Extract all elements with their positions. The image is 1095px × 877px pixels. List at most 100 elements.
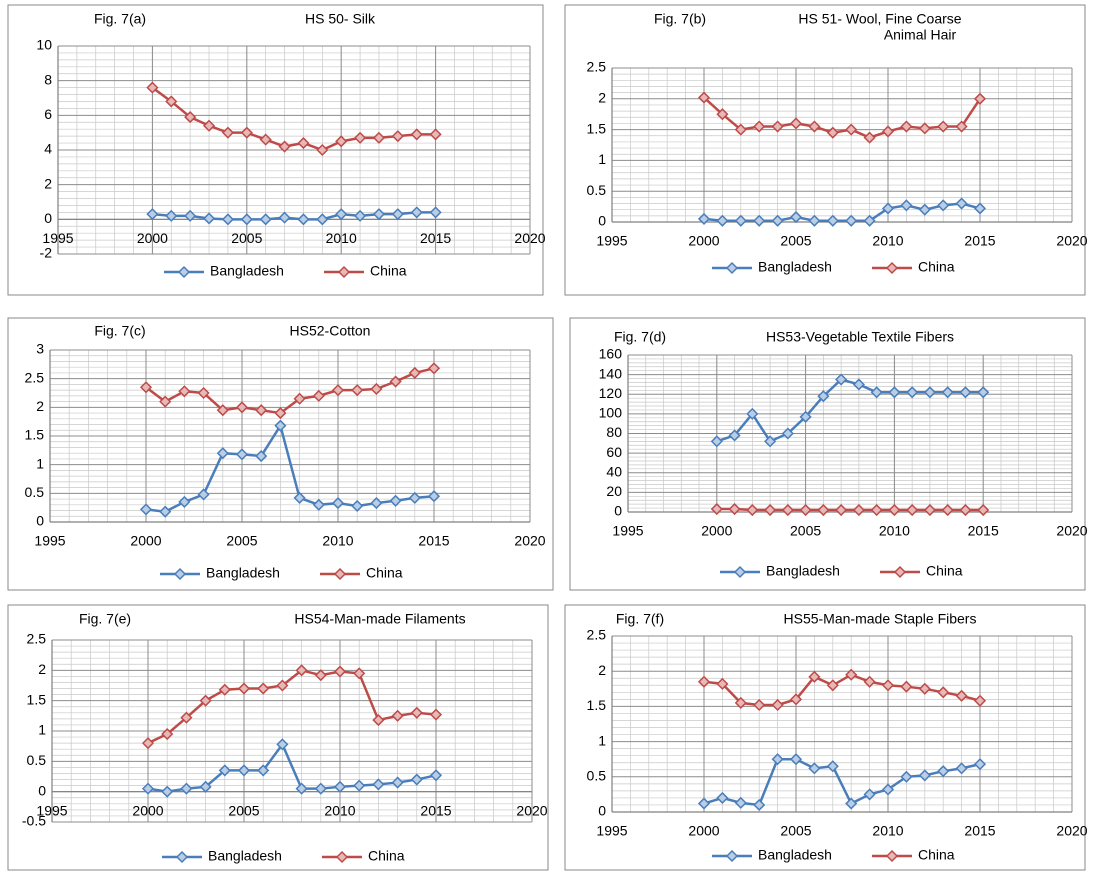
data-point [900, 120, 913, 133]
data-point [937, 765, 950, 778]
data-point [941, 386, 954, 399]
data-point [295, 664, 308, 677]
series-line [145, 422, 435, 513]
data-point [746, 407, 759, 420]
y-tick-label: 100 [599, 405, 623, 421]
data-point [918, 769, 931, 782]
data-point [716, 677, 729, 690]
x-tick-label: 1995 [596, 233, 627, 249]
panel-label: Fig. 7(d) [614, 329, 666, 345]
data-point [977, 503, 990, 517]
data-point [826, 760, 839, 773]
chart-panel: 0 0.5 1 1.5 2 2.5 1995 2000 2005 2010 2015 2020 Fig.… [564, 4, 1088, 296]
y-tick-label: 2.5 [27, 631, 47, 647]
data-point [973, 758, 987, 771]
y-tick-label: 2.5 [587, 59, 607, 75]
x-tick-label: 2000 [137, 230, 168, 246]
data-point [389, 375, 402, 388]
x-tick-label: 2015 [968, 523, 999, 539]
legend-marker [725, 261, 739, 275]
data-point [900, 770, 913, 783]
data-point [870, 503, 883, 517]
data-point [165, 209, 178, 222]
data-point [789, 117, 803, 130]
panel-label: Fig. 7(e) [79, 611, 131, 627]
data-point [789, 693, 803, 706]
y-tick-label: 0 [38, 782, 46, 798]
data-point [845, 797, 858, 810]
legend-marker [885, 261, 899, 275]
legend-marker [175, 850, 189, 864]
data-point [753, 798, 766, 812]
data-point [710, 435, 723, 448]
data-point [141, 782, 155, 795]
data-point [852, 378, 865, 391]
data-point [808, 762, 821, 775]
data-point [218, 764, 231, 777]
data-point [734, 123, 747, 136]
data-point [165, 95, 178, 108]
data-point [331, 384, 345, 397]
data-point [826, 126, 839, 139]
chart-title: HS54-Man-made Filaments [294, 611, 465, 627]
data-point [354, 209, 367, 222]
data-point [178, 385, 191, 398]
data-point [293, 491, 306, 504]
data-point [372, 131, 386, 144]
legend-marker [885, 849, 899, 863]
data-point [918, 203, 931, 216]
data-point [781, 503, 794, 517]
data-point [427, 490, 441, 503]
data-point [312, 498, 325, 511]
y-tick-label: 40 [606, 463, 622, 479]
data-point [276, 679, 289, 692]
data-point [716, 108, 729, 121]
x-tick-label: 2010 [872, 233, 903, 249]
series-line [716, 507, 984, 512]
data-point [180, 711, 193, 724]
y-tick-label: 2 [38, 661, 46, 677]
legend-label: Bangladesh [206, 565, 280, 581]
data-point [389, 494, 402, 507]
data-point [391, 130, 404, 143]
y-tick-label: 0 [44, 210, 52, 226]
data-point [697, 797, 711, 810]
data-point [870, 386, 883, 399]
data-point [293, 392, 306, 405]
data-point [257, 682, 270, 695]
data-point [257, 764, 270, 777]
legend-label: China [370, 263, 407, 279]
data-point [184, 209, 197, 222]
data-point [429, 206, 442, 219]
data-point [221, 126, 234, 139]
data-point [391, 776, 404, 789]
data-point [863, 131, 876, 144]
data-point [316, 213, 329, 226]
data-point [923, 386, 936, 399]
y-tick-label: 0.5 [587, 182, 607, 198]
data-point [764, 503, 777, 517]
data-point [391, 208, 404, 221]
data-point [391, 709, 404, 722]
data-point [146, 81, 159, 94]
data-point [370, 497, 383, 510]
x-tick-label: 2000 [701, 523, 732, 539]
data-point [353, 667, 366, 680]
data-point [351, 499, 364, 513]
data-point [218, 683, 231, 696]
x-tick-label: 2005 [228, 802, 259, 818]
data-point [159, 395, 172, 408]
legend-label: Bangladesh [758, 847, 832, 863]
data-point [728, 429, 741, 442]
data-point [941, 503, 954, 517]
data-point [178, 495, 191, 508]
y-tick-label: 0.5 [25, 484, 45, 500]
chart-title: HS 51- Wool, Fine Coarse [798, 11, 961, 27]
x-tick-label: 2010 [324, 802, 355, 818]
legend-label: Bangladesh [208, 848, 282, 864]
data-point [408, 491, 421, 504]
data-point [240, 213, 253, 226]
data-point [255, 450, 268, 463]
series-line [152, 211, 436, 221]
